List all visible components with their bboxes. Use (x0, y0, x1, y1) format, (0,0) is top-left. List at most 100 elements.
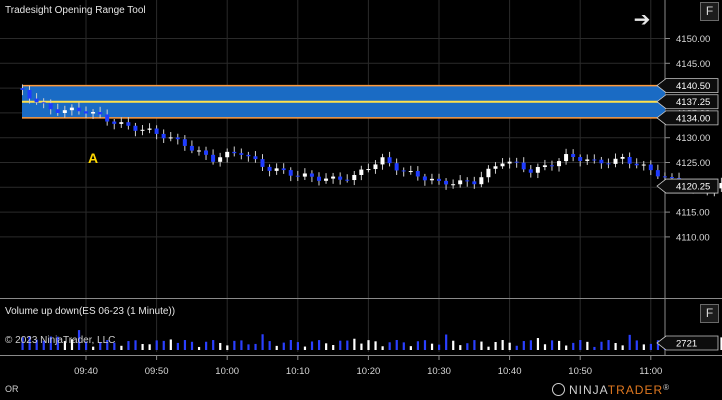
candle-body (479, 177, 484, 185)
time-axis[interactable]: 09:40 09:50 10:00 10:10 10:20 10:30 10:40 10:50… (74, 356, 662, 377)
price-tick-label: 4130.00 (676, 133, 710, 144)
candle-body (239, 153, 244, 155)
volume-bar (459, 345, 462, 350)
volume-bar (367, 340, 370, 350)
volume-bar (579, 340, 582, 350)
volume-bar (452, 340, 455, 350)
volume-bar (445, 334, 448, 350)
candle-body (20, 88, 25, 90)
volume-bar (388, 342, 391, 350)
range-mid-tag-flag (656, 94, 719, 110)
candle-body (486, 168, 491, 178)
candle-body (592, 159, 597, 161)
volume-panel-f-button[interactable]: F (700, 304, 719, 323)
volume-bar (120, 345, 123, 350)
range-low-tag: 4134.00 (676, 113, 710, 124)
candle-body (140, 129, 145, 131)
time-tick-label: 10:50 (568, 366, 592, 377)
candle-body (557, 161, 562, 167)
candle-body (338, 176, 343, 180)
opening-range-band (22, 84, 665, 119)
candle-body (274, 168, 279, 171)
volume-bar (642, 344, 645, 350)
candle-body (719, 183, 722, 189)
candle-body (204, 150, 209, 155)
candle-body (147, 128, 152, 130)
volume-bar (607, 340, 610, 350)
candle-body (373, 164, 378, 170)
candle-body (451, 184, 456, 186)
price-tick-label: 4145.00 (676, 59, 710, 70)
time-tick-label: 09:50 (145, 366, 169, 377)
volume-bar (416, 341, 420, 350)
candle-body (76, 107, 81, 112)
ninjatrader-logo: NINJATRADER® (552, 383, 670, 397)
volume-bar (141, 343, 144, 350)
price-axis[interactable]: 4150.004145.004140.004135.004130.004125.… (665, 34, 710, 243)
volume-bar (247, 344, 250, 350)
candle-body (627, 156, 632, 164)
volume-bar (480, 341, 483, 350)
volume-bar (77, 330, 81, 350)
candle-body (324, 178, 329, 181)
candle-body (331, 176, 336, 179)
candle-body (91, 112, 96, 114)
last-price-tag: 4120.25 (676, 182, 710, 193)
volume-bar (99, 342, 102, 350)
chart-title: Tradesight Opening Range Tool (5, 5, 146, 16)
candle-body (458, 180, 463, 185)
volume-bar (42, 340, 45, 350)
volume-bar (423, 340, 427, 350)
volume-bar (282, 342, 285, 350)
copyright-text: © 2023 NinjaTrader, LLC (5, 335, 116, 346)
candle-body (408, 171, 413, 173)
candle-body (655, 170, 660, 177)
candle-body (542, 165, 547, 168)
candle-body (366, 169, 371, 171)
candle-body (585, 159, 590, 161)
volume-bar (176, 342, 179, 350)
volume-bar (183, 340, 187, 350)
volume-bar (600, 341, 603, 350)
candle-body (126, 122, 131, 126)
annotation-a-label: A (88, 150, 98, 166)
candle-body (662, 176, 667, 178)
candle-body (84, 111, 88, 114)
candle-body (401, 170, 406, 172)
time-tick-label: 11:00 (639, 366, 662, 377)
candle-body (69, 107, 74, 111)
volume-bar (275, 345, 278, 350)
volume-bar (501, 340, 504, 350)
volume-bar (70, 339, 74, 350)
volume-bar (56, 336, 59, 350)
volume-bar (487, 346, 490, 350)
price-panel-f-button[interactable]: F (700, 2, 719, 21)
candle-body (578, 157, 583, 161)
price-tick-label: 4115.00 (676, 208, 710, 219)
candle-body (196, 150, 201, 152)
volume-panel-title: Volume up down(ES 06-23 (1 Minute)) (5, 306, 176, 317)
time-tick-label: 09:40 (74, 366, 98, 377)
volume-bar (35, 339, 38, 350)
volume-bar (374, 341, 377, 350)
volume-bar (134, 340, 137, 350)
arrow-right-icon[interactable]: ➔ (633, 9, 651, 31)
candle-body (267, 166, 272, 171)
volume-bar (155, 340, 158, 350)
candle-body (260, 159, 265, 167)
candle-body (161, 133, 166, 139)
volume-bar (332, 345, 335, 350)
volume-bar (466, 343, 469, 350)
volume-bar (261, 334, 264, 350)
volume-bar (558, 340, 561, 350)
volume-bar (614, 343, 617, 350)
candle-body (211, 154, 216, 162)
volume-bar (360, 343, 363, 350)
volume-bar (402, 342, 405, 350)
volume-bars (21, 330, 722, 350)
candle-body (253, 156, 258, 160)
volume-bar (28, 336, 31, 350)
candle-body (34, 98, 39, 103)
volume-bar (296, 342, 299, 350)
